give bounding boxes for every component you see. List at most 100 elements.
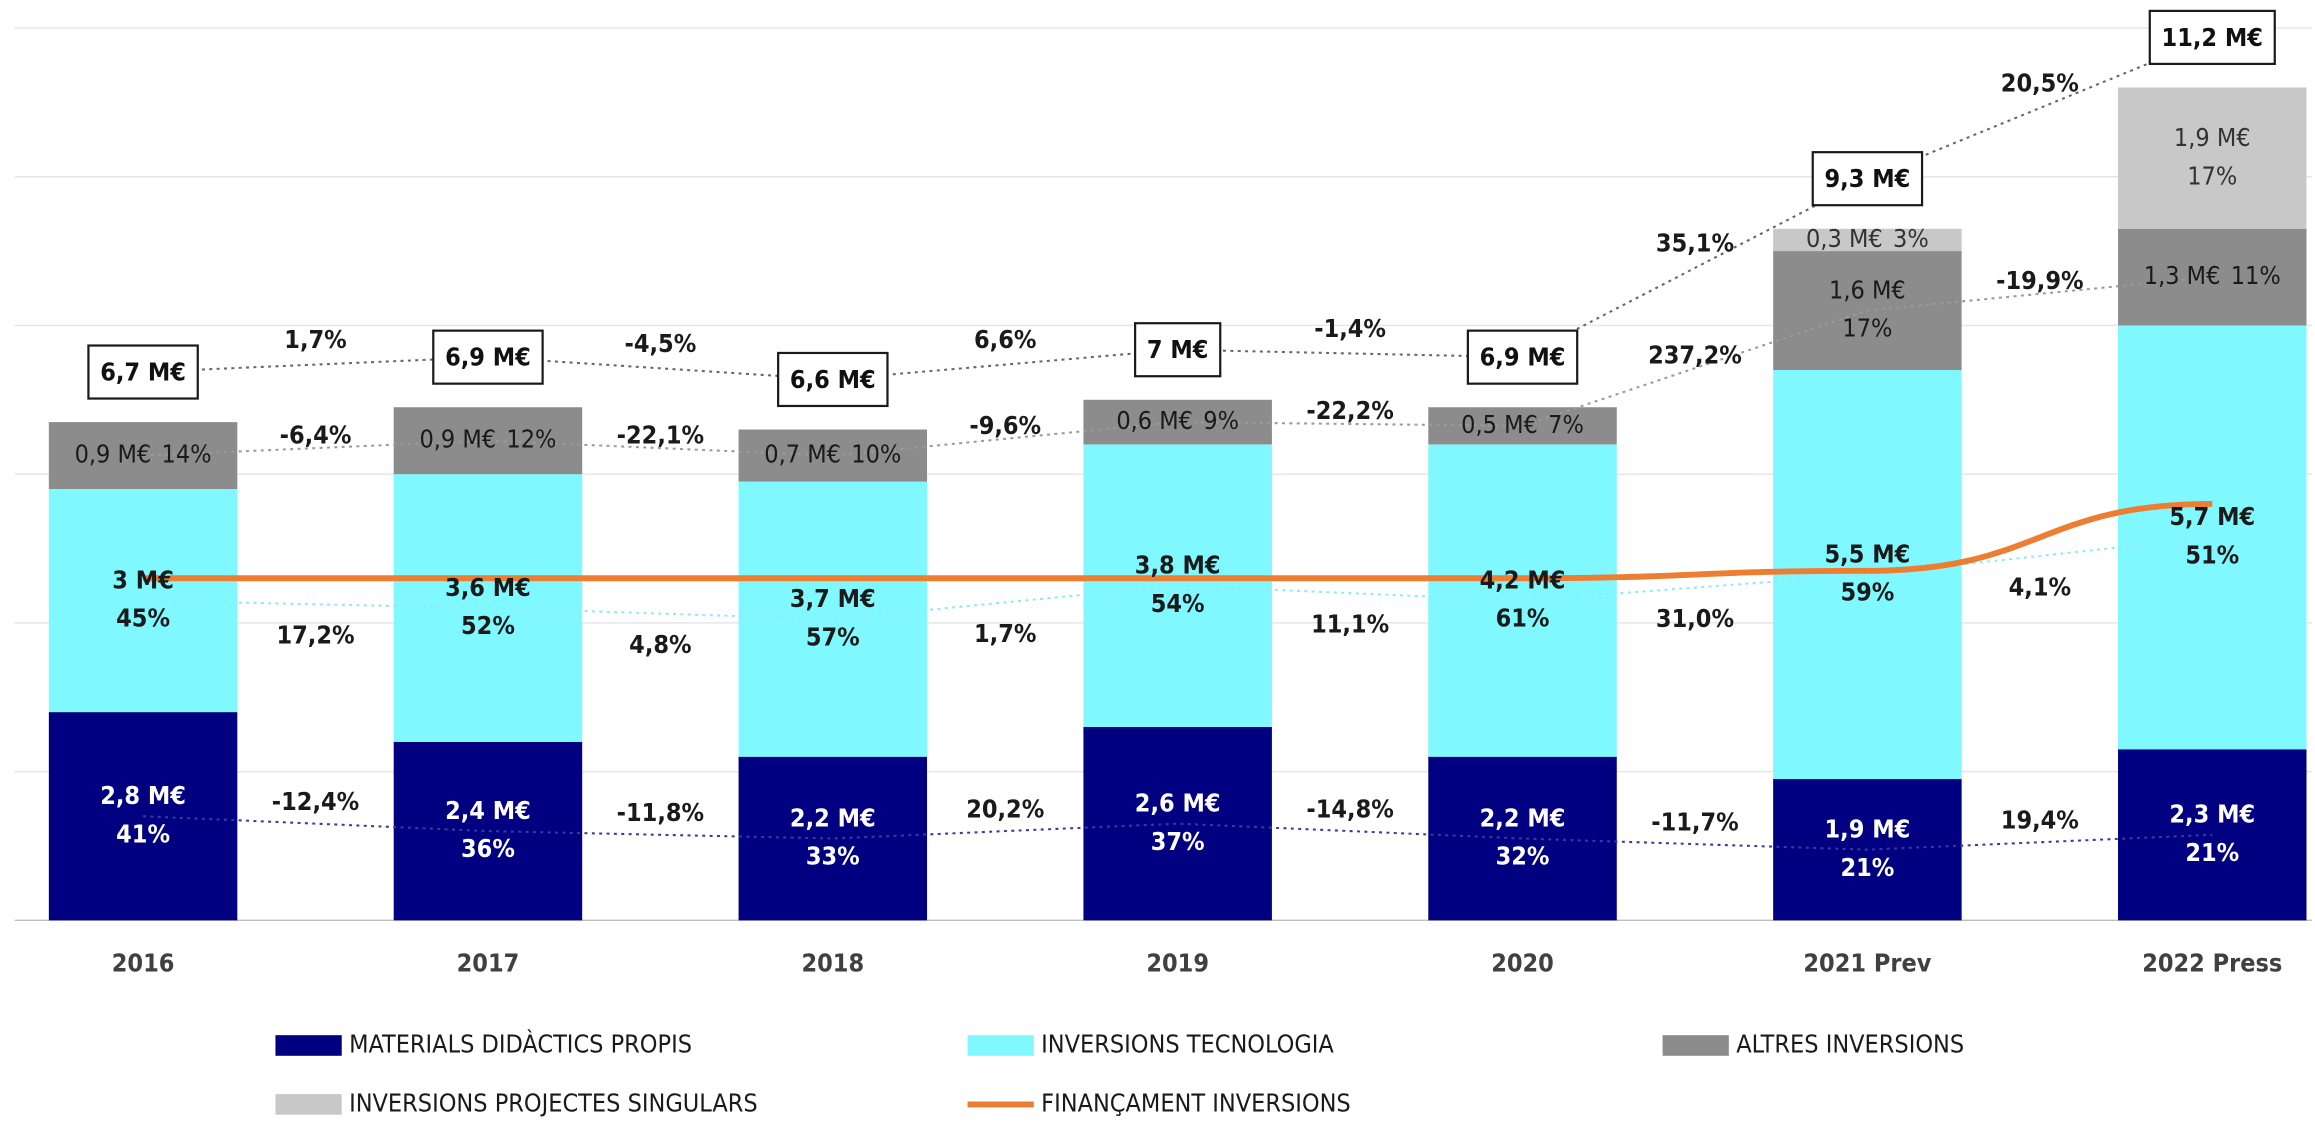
x-tick-label: 2018 xyxy=(801,948,864,977)
segment-share: 10% xyxy=(851,440,901,469)
growth-label: -6,4% xyxy=(280,420,352,449)
x-tick-label: 2019 xyxy=(1146,948,1209,977)
total-label: 6,9 M€ xyxy=(445,343,531,372)
segment-value: 0,9 M€ xyxy=(419,425,496,454)
growth-label: 11,1% xyxy=(1311,610,1389,639)
segment-label: 2,8 M€ xyxy=(100,781,186,810)
total-box: 11,2 M€ xyxy=(2148,9,2276,66)
bar-segment xyxy=(1428,756,1617,921)
bar-segment xyxy=(1083,726,1272,921)
bar-segment xyxy=(1773,228,1962,252)
growth-label: -22,1% xyxy=(617,420,704,449)
growth-label: 4,8% xyxy=(629,630,691,659)
bar-segment xyxy=(1773,370,1962,780)
segment-value: 0,9 M€ xyxy=(75,440,152,469)
bar-segment xyxy=(1428,444,1617,757)
total-box-frame xyxy=(432,329,544,385)
segment-share: 11% xyxy=(2231,261,2281,290)
segment-label: 3 M€ xyxy=(112,565,174,594)
total-box-frame xyxy=(1134,322,1222,378)
growth-label: 1,7% xyxy=(284,325,346,354)
x-tick-label: 2021 Prev xyxy=(1803,948,1931,977)
total-label: 11,2 M€ xyxy=(2162,23,2263,52)
total-box-frame xyxy=(777,351,889,408)
segment-label: 0,3 M€ 3% xyxy=(1806,224,1929,253)
total-label: 9,3 M€ xyxy=(1825,164,1911,193)
legend-label: INVERSIONS PROJECTES SINGULARS xyxy=(349,1088,758,1117)
segment-label: 5,7 M€ xyxy=(2169,502,2255,531)
total-box: 6,9 M€ xyxy=(432,329,544,385)
growth-label: -19,9% xyxy=(1996,266,2083,295)
bar-segment xyxy=(2118,325,2307,750)
segment-label: 4,2 M€ xyxy=(1480,565,1566,594)
segment-label: 3,6 M€ xyxy=(445,573,531,602)
segment-share: 57% xyxy=(806,622,860,651)
x-tick-label: 2016 xyxy=(112,948,175,977)
segment-share: 59% xyxy=(1840,578,1894,607)
total-label: 6,6 M€ xyxy=(790,365,876,394)
bar-segment xyxy=(393,407,583,475)
segment-label: 1,6 M€ xyxy=(1829,275,1906,304)
x-tick-label: 2022 Press xyxy=(2142,948,2282,977)
legend-label: INVERSIONS TECNOLOGIA xyxy=(1041,1029,1334,1058)
bar-segment xyxy=(738,481,928,757)
growth-label: 237,2% xyxy=(1648,340,1742,369)
growth-label: 19,4% xyxy=(2001,806,2079,835)
total-label: 6,9 M€ xyxy=(1480,343,1566,372)
segment-label: 0,5 M€ 7% xyxy=(1461,410,1584,439)
growth-label: -12,4% xyxy=(272,787,359,816)
segment-value: 0,5 M€ xyxy=(1461,410,1538,439)
segment-share: 45% xyxy=(116,604,170,633)
growth-label: 20,5% xyxy=(2001,68,2079,97)
growth-label: 31,0% xyxy=(1656,604,1734,633)
segment-value: 0,6 M€ xyxy=(1116,406,1193,435)
segment-share: 36% xyxy=(461,834,515,863)
total-box: 7 M€ xyxy=(1134,322,1222,378)
total-box-frame xyxy=(87,344,199,400)
growth-label: 35,1% xyxy=(1656,228,1734,257)
growth-label: -11,7% xyxy=(1651,807,1738,836)
segment-label: 0,9 M€ 12% xyxy=(419,425,556,454)
legend-swatch xyxy=(967,1035,1034,1056)
legend-label: FINANÇAMENT INVERSIONS xyxy=(1041,1088,1351,1117)
segment-value: 0,3 M€ xyxy=(1806,224,1883,253)
legend-label: MATERIALS DIDÀCTICS PROPIS xyxy=(349,1029,692,1058)
bar-segment xyxy=(2118,87,2307,229)
segment-value: 1,3 M€ xyxy=(2144,261,2221,290)
segment-share: 14% xyxy=(162,440,212,469)
growth-label: -4,5% xyxy=(624,329,696,358)
connector-line xyxy=(143,815,2213,851)
legend-swatch xyxy=(275,1094,342,1115)
segment-label: 2,6 M€ xyxy=(1135,789,1221,818)
total-box-frame xyxy=(1811,151,1924,207)
total-box: 6,6 M€ xyxy=(777,351,889,408)
segment-label: 3,8 M€ xyxy=(1135,551,1221,580)
total-label: 7 M€ xyxy=(1147,335,1209,364)
bar-segment xyxy=(393,741,583,921)
segment-label: 2,3 M€ xyxy=(2169,800,2255,829)
segment-label: 0,9 M€ 14% xyxy=(75,440,212,469)
segment-share: 33% xyxy=(806,842,860,871)
segment-label: 5,5 M€ xyxy=(1825,539,1911,568)
segment-label: 2,4 M€ xyxy=(445,796,531,825)
segment-label: 0,7 M€ 10% xyxy=(764,440,901,469)
growth-label: -11,8% xyxy=(617,798,704,827)
legend-swatch xyxy=(1662,1035,1729,1056)
growth-label: 1,7% xyxy=(974,619,1036,648)
segment-label: 2,2 M€ xyxy=(790,803,876,832)
x-tick-label: 2020 xyxy=(1491,948,1554,977)
connector-line xyxy=(143,276,2213,457)
bar-segment xyxy=(393,474,583,742)
growth-label: 6,6% xyxy=(974,325,1036,354)
total-box: 6,7 M€ xyxy=(87,344,199,400)
growth-label: -1,4% xyxy=(1314,314,1386,343)
total-box: 6,9 M€ xyxy=(1466,329,1579,385)
growth-label: -9,6% xyxy=(969,411,1041,440)
segment-share: 21% xyxy=(2185,838,2239,867)
segment-share: 61% xyxy=(1496,604,1550,633)
segment-share: 51% xyxy=(2185,540,2239,569)
segment-label: 1,9 M€ xyxy=(2174,123,2251,152)
growth-label: -22,2% xyxy=(1306,396,1393,425)
